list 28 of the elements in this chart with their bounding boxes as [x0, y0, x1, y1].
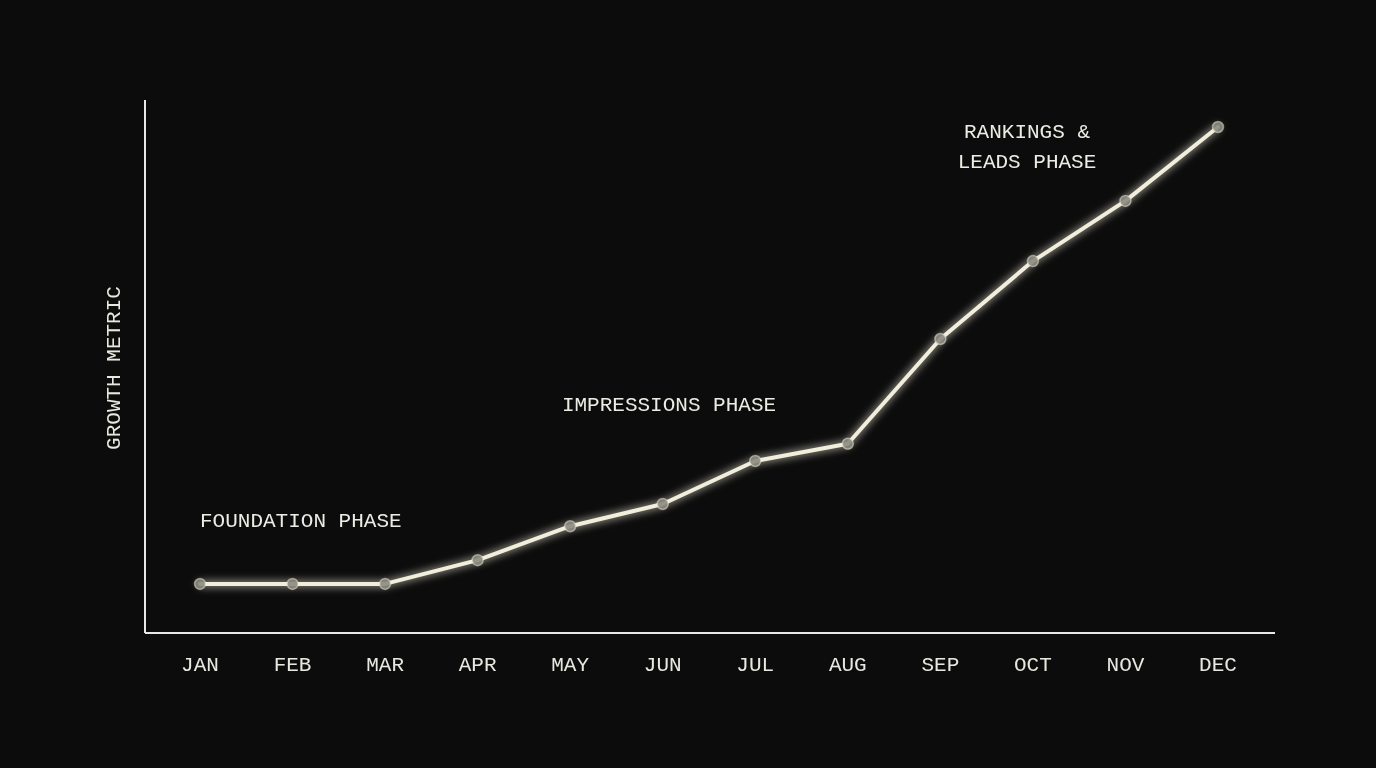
x-tick-label: MAR	[366, 654, 405, 677]
point	[563, 519, 577, 533]
x-tick-label: SEP	[921, 654, 960, 677]
x-tick-label: APR	[458, 654, 497, 677]
y-axis-title: GROWTH METRIC	[103, 286, 126, 450]
point	[286, 577, 299, 591]
x-tick-label: DEC	[1199, 654, 1237, 677]
x-tick-label: FEB	[273, 654, 312, 677]
x-tick-label: JUN	[643, 654, 682, 677]
annotation: RANKINGS & LEADS PHASE	[957, 121, 1097, 174]
x-tick-label: OCT	[1014, 654, 1052, 677]
annotation: FOUNDATION PHASE	[200, 510, 402, 533]
x-tick-label: JUL	[736, 654, 775, 677]
x-tick-label: NOV	[1106, 654, 1145, 677]
point	[1119, 194, 1132, 208]
point	[1211, 120, 1225, 134]
x-tick-label: AUG	[828, 654, 867, 677]
x-tick-label: JAN	[181, 654, 219, 677]
point	[841, 437, 855, 451]
point	[193, 577, 207, 591]
point	[1026, 254, 1040, 268]
annotation: IMPRESSIONS PHASE	[561, 394, 777, 417]
point	[656, 497, 669, 511]
point	[749, 454, 762, 468]
x-tick-label: MAY	[551, 654, 590, 677]
point	[471, 553, 484, 567]
point	[378, 577, 392, 591]
point	[934, 332, 947, 346]
